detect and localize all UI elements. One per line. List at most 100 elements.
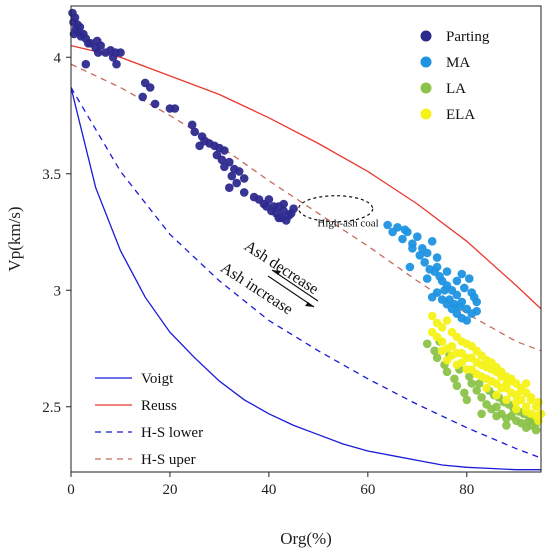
point-ela xyxy=(487,376,496,386)
point-ela xyxy=(472,358,482,367)
y-tick-label: 4 xyxy=(54,50,62,66)
point-ela xyxy=(437,346,447,356)
point-ela xyxy=(447,351,457,360)
point-ela xyxy=(482,383,491,393)
point-ela xyxy=(497,383,506,393)
point-parting xyxy=(225,183,234,192)
point-ma xyxy=(467,288,477,297)
point-la xyxy=(472,386,482,395)
point-ma xyxy=(432,262,442,272)
point-la xyxy=(524,416,533,426)
arrow-lower xyxy=(267,275,315,308)
point-la xyxy=(460,388,469,398)
point-ma xyxy=(398,234,407,244)
point-parting xyxy=(262,202,271,211)
point-parting xyxy=(116,48,125,57)
point-parting xyxy=(274,213,284,223)
point-ela xyxy=(492,390,501,400)
point-la xyxy=(452,381,462,391)
legend-marker-ma xyxy=(420,56,432,68)
point-parting xyxy=(81,59,91,69)
point-la xyxy=(465,372,474,381)
arrow-upper xyxy=(271,269,319,302)
point-parting xyxy=(138,92,147,102)
point-la xyxy=(531,425,541,435)
point-ma xyxy=(415,251,425,260)
point-parting xyxy=(279,199,289,209)
point-ela xyxy=(427,311,437,321)
point-ma xyxy=(422,248,432,258)
point-ela xyxy=(477,372,486,381)
point-ma xyxy=(472,306,482,316)
point-la xyxy=(432,353,442,363)
point-parting xyxy=(286,209,296,218)
point-ela xyxy=(534,397,543,407)
point-parting xyxy=(220,146,229,155)
point-ela xyxy=(492,367,501,377)
point-la xyxy=(462,395,472,405)
point-ela xyxy=(427,327,437,337)
x-tick-label: 40 xyxy=(261,482,276,498)
point-ela xyxy=(526,395,536,405)
x-tick-label: 80 xyxy=(459,482,474,498)
point-la xyxy=(492,402,501,412)
point-la xyxy=(492,411,501,421)
legend-label-parting: Parting xyxy=(446,29,490,45)
point-parting xyxy=(234,167,244,176)
point-la xyxy=(502,421,511,430)
point-la xyxy=(422,339,432,349)
legend-label-voigt: Voigt xyxy=(141,371,174,387)
y-tick-label: 3.5 xyxy=(42,167,61,183)
point-ma xyxy=(383,220,392,230)
legend-label-h-s-lower: H-S lower xyxy=(141,425,203,441)
legend-label-ela: ELA xyxy=(446,107,475,123)
point-parting xyxy=(96,41,105,50)
arrowhead-upper xyxy=(272,270,281,275)
point-ma xyxy=(420,258,430,267)
point-ma xyxy=(452,290,462,300)
point-la xyxy=(477,409,486,419)
point-parting xyxy=(195,141,204,151)
point-parting xyxy=(150,99,160,109)
point-ma xyxy=(413,232,422,241)
series-line-reuss xyxy=(70,44,542,310)
point-ma xyxy=(457,297,467,307)
series-line-h-s-lower xyxy=(70,87,542,459)
point-ela xyxy=(437,323,447,332)
x-tick-label: 60 xyxy=(360,482,375,498)
point-parting xyxy=(232,178,241,188)
point-ma xyxy=(452,276,462,286)
series-line-voigt xyxy=(70,87,541,471)
point-ma xyxy=(472,297,482,307)
x-tick-label: 0 xyxy=(67,482,75,498)
legend-marker-parting xyxy=(420,30,432,42)
point-parting xyxy=(217,155,227,165)
point-la xyxy=(450,374,459,384)
point-ma xyxy=(442,267,452,276)
point-parting xyxy=(145,83,155,92)
point-ma xyxy=(440,286,449,295)
point-ma xyxy=(422,274,432,283)
y-axis-title: Vp(km/s) xyxy=(5,206,24,271)
point-ma xyxy=(400,225,410,234)
point-ela xyxy=(457,358,467,367)
point-ela xyxy=(482,362,491,372)
annotation-high-ash-coal: High-ash coal xyxy=(317,218,378,230)
point-parting xyxy=(239,188,249,197)
point-ma xyxy=(432,253,442,262)
legend-label-h-s-uper: H-S uper xyxy=(141,452,196,468)
x-axis-title: Org(%) xyxy=(280,529,332,548)
high-ash-ellipse xyxy=(298,195,374,223)
point-parting xyxy=(220,162,229,172)
point-parting xyxy=(108,53,118,62)
point-la xyxy=(430,346,439,356)
legend-marker-ela xyxy=(420,108,432,120)
point-ma xyxy=(393,223,402,232)
point-la xyxy=(477,393,486,402)
point-ma xyxy=(460,283,469,293)
legend-label-la: LA xyxy=(446,81,466,97)
point-parting xyxy=(187,120,197,130)
plot-frame xyxy=(70,5,542,473)
x-tick-label: 20 xyxy=(162,482,177,498)
point-ela xyxy=(467,365,477,374)
